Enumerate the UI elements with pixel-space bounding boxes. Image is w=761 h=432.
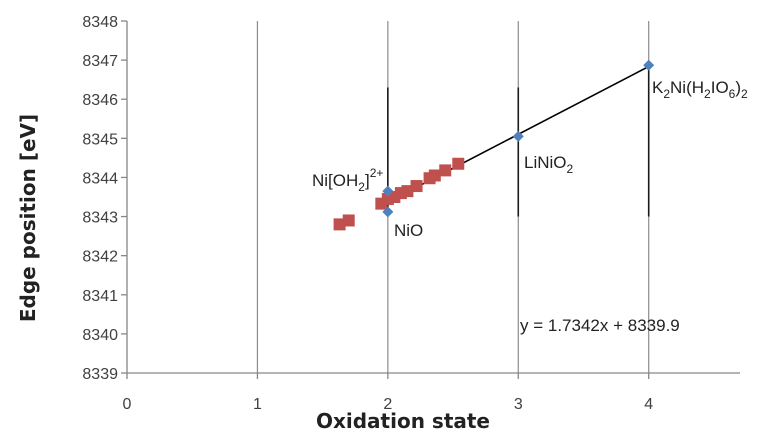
annotation-k2ni: K2Ni(H2IO6)2: [652, 78, 748, 101]
y-tick-label: 8344: [82, 170, 118, 187]
y-tick-label: 8346: [82, 92, 118, 109]
square-point: [333, 218, 346, 231]
y-tick-label: 8348: [82, 14, 118, 31]
x-axis-title: Oxidation state: [316, 409, 490, 432]
equation-label: y = 1.7342x + 8339.9: [520, 316, 680, 335]
square-point: [452, 157, 465, 170]
annotation-linio2: LiNiO2: [524, 153, 574, 176]
y-tick-label: 8339: [82, 366, 118, 383]
y-tick-label: 8342: [82, 249, 118, 266]
axes: [121, 20, 740, 379]
x-tick-label: 0: [123, 396, 132, 413]
square-point: [342, 214, 355, 227]
diamond-point: [643, 59, 655, 71]
y-tick-label: 8341: [82, 288, 118, 305]
square-point: [428, 169, 441, 182]
tick-labels: 8339 8340 8341 8342 8343 8344 8345 8346 8347 8348…: [82, 14, 653, 413]
x-tick-label: 4: [644, 396, 653, 413]
x-tick-label: 3: [514, 396, 523, 413]
y-tick-label: 8345: [82, 131, 118, 148]
y-tick-label: 8343: [82, 210, 118, 227]
square-point: [439, 164, 452, 177]
y-tick-label: 8340: [82, 327, 118, 344]
y-tick-label: 8347: [82, 53, 118, 70]
annotation-nioh2: Ni[OH2]2+: [312, 166, 383, 194]
x-tick-label: 2: [383, 396, 392, 413]
annotation-nio: NiO: [394, 221, 423, 240]
square-point: [410, 180, 423, 193]
diamond-point: [382, 206, 394, 218]
diamond-point: [382, 185, 394, 197]
y-axis-title: Edge position [eV]: [16, 114, 40, 322]
x-tick-label: 1: [253, 396, 262, 413]
data-points: [333, 59, 655, 231]
diamond-point: [512, 130, 524, 142]
square-point: [401, 185, 414, 198]
